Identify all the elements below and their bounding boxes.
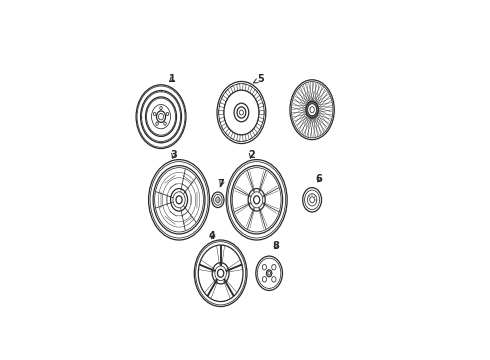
- Text: 8: 8: [272, 240, 279, 251]
- Text: 4: 4: [209, 231, 216, 241]
- Text: 5: 5: [253, 74, 264, 84]
- Text: 6: 6: [316, 174, 322, 184]
- Text: 2: 2: [248, 150, 254, 160]
- Text: 7: 7: [218, 179, 224, 189]
- Text: 3: 3: [170, 150, 177, 160]
- Text: 1: 1: [169, 74, 175, 84]
